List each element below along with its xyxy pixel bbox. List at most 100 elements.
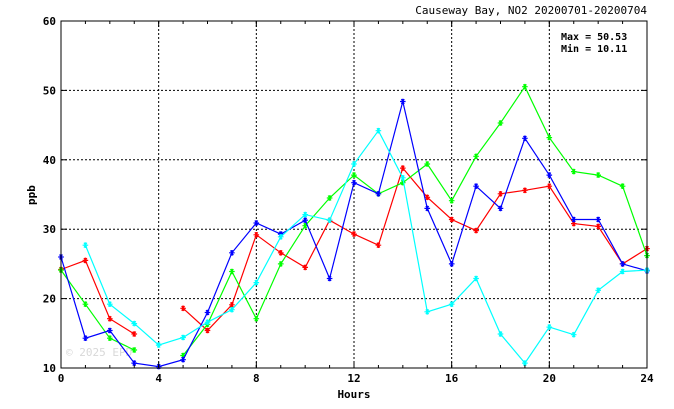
data-point — [155, 342, 162, 348]
data-point — [546, 134, 553, 141]
x-tick-label: 20 — [543, 372, 556, 385]
data-point — [375, 127, 382, 134]
y-tick-label: 40 — [43, 154, 56, 167]
data-point — [277, 234, 284, 240]
data-point — [131, 360, 138, 366]
data-point — [448, 197, 455, 204]
data-point — [400, 179, 406, 186]
data-point — [253, 279, 260, 286]
data-point — [82, 335, 89, 341]
data-point — [131, 347, 138, 353]
data-point — [302, 264, 308, 271]
data-point — [204, 309, 211, 316]
data-point — [302, 217, 308, 223]
x-axis-title: Hours — [337, 388, 370, 401]
data-point — [326, 195, 333, 201]
data-point — [107, 301, 113, 307]
data-point — [424, 309, 431, 315]
series-line — [60, 166, 648, 335]
data-point — [424, 205, 431, 212]
data-point — [473, 227, 479, 234]
data-point — [619, 261, 626, 267]
data-point — [82, 301, 89, 307]
data-point — [351, 172, 357, 178]
data-point — [546, 172, 553, 178]
grid-lines — [61, 21, 647, 368]
data-point — [302, 211, 308, 218]
x-tick-labels: 0 4 8 12 16 20 24 — [58, 372, 654, 385]
max-annotation: Max = 50.53 — [561, 32, 627, 43]
data-point — [229, 302, 235, 308]
data-point — [107, 315, 113, 322]
data-point — [424, 161, 431, 167]
data-point — [497, 331, 504, 337]
data-point — [180, 334, 186, 341]
y-axis-title: ppb — [25, 185, 38, 205]
data-point — [107, 327, 113, 334]
series-3 — [82, 127, 650, 366]
data-point — [204, 319, 211, 325]
data-point — [571, 331, 577, 338]
data-point — [497, 205, 504, 212]
data-point — [619, 183, 626, 189]
data-point — [107, 335, 113, 341]
data-point — [595, 223, 601, 230]
data-point — [424, 194, 431, 201]
data-point — [229, 250, 235, 256]
watermark-text: © 2025 EPD — [66, 346, 132, 359]
data-point — [473, 183, 479, 189]
data-point — [448, 216, 455, 223]
y-tick-label: 10 — [43, 362, 56, 375]
data-point — [400, 175, 406, 181]
data-point — [302, 222, 308, 229]
data-point — [82, 257, 89, 264]
y-tick-label: 60 — [43, 15, 56, 28]
tick-marks — [60, 20, 648, 369]
data-point — [571, 216, 577, 223]
data-point — [595, 216, 601, 223]
data-point — [571, 168, 577, 175]
x-tick-label: 16 — [445, 372, 459, 385]
data-point — [546, 183, 553, 189]
data-point — [546, 324, 553, 330]
data-point — [595, 287, 601, 294]
data-point — [522, 135, 528, 142]
data-point — [253, 220, 260, 226]
data-point — [375, 191, 382, 197]
data-point — [277, 250, 284, 256]
data-point — [522, 360, 528, 366]
data-point — [180, 352, 186, 359]
y-tick-label: 50 — [43, 84, 56, 97]
data-point — [229, 306, 235, 313]
data-point — [180, 305, 186, 312]
data-point — [131, 331, 138, 337]
x-tick-label: 12 — [347, 372, 360, 385]
data-point — [82, 242, 89, 248]
data-point — [229, 268, 235, 275]
data-point — [351, 161, 357, 167]
data-point — [595, 172, 601, 178]
data-point — [448, 301, 455, 307]
data-point — [473, 153, 479, 160]
data-point — [253, 232, 260, 238]
chart-title: Causeway Bay, NO2 20200701-20200704 — [415, 4, 647, 17]
x-tick-label: 0 — [58, 372, 65, 385]
data-point — [277, 261, 284, 267]
data-point — [326, 275, 333, 282]
data-point — [375, 242, 382, 248]
data-point — [253, 315, 260, 322]
data-point — [497, 191, 504, 197]
data-point — [522, 187, 528, 194]
data-point — [448, 261, 455, 267]
data-point — [326, 217, 333, 223]
data-point — [473, 275, 479, 282]
data-point — [400, 98, 406, 105]
data-point — [351, 179, 357, 186]
min-annotation: Min = 10.11 — [561, 43, 627, 55]
data-point — [497, 120, 504, 126]
series-layer — [58, 83, 650, 370]
series-0 — [58, 165, 650, 337]
y-tick-label: 20 — [43, 293, 56, 306]
data-point — [131, 320, 138, 327]
